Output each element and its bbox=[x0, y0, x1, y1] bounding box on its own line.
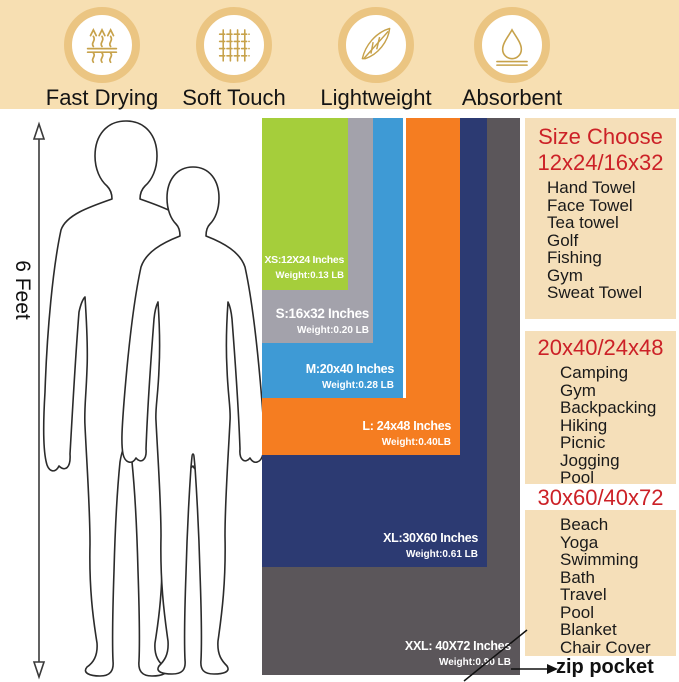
use-item: Bath bbox=[560, 567, 595, 587]
size-guide-card-medium: 20x40/24x48 Camping Gym Backpacking Hiki… bbox=[525, 331, 676, 487]
feature-soft-touch: Soft Touch bbox=[159, 7, 309, 111]
towel-label: L: 24x48 Inches Weight:0.40LB bbox=[362, 419, 451, 448]
use-list: Beach Yoga Swimming Bath Travel Pool Bla… bbox=[525, 516, 676, 656]
feature-banner: Fast Drying Soft Touch bbox=[0, 0, 679, 111]
use-item: Hand Towel bbox=[547, 178, 636, 197]
female-figure-outline bbox=[121, 166, 265, 675]
weave-icon bbox=[218, 29, 250, 62]
towel-xs: XS:12X24 Inches Weight:0.13 LB bbox=[262, 118, 348, 290]
towel-label: XL:30X60 Inches Weight:0.61 LB bbox=[383, 531, 478, 560]
size-group-heading: 20x40/24x48 bbox=[537, 335, 664, 360]
feature-badge bbox=[64, 7, 140, 83]
use-item: Travel bbox=[560, 585, 607, 604]
use-item: Blanket bbox=[560, 620, 617, 639]
towel-label: XXL: 40X72 Inches Weight:0.90 LB bbox=[404, 639, 511, 668]
feature-label: Soft Touch bbox=[182, 85, 286, 110]
height-arrow bbox=[32, 121, 46, 680]
use-item: Picnic bbox=[560, 433, 606, 452]
feature-badge bbox=[338, 7, 414, 83]
size-guide-card-large: Beach Yoga Swimming Bath Travel Pool Bla… bbox=[525, 510, 676, 656]
feature-badge bbox=[474, 7, 550, 83]
use-list: Camping Gym Backpacking Hiking Picnic Jo… bbox=[525, 364, 676, 487]
use-item: Gym bbox=[547, 265, 583, 285]
use-item: Sweat Towel bbox=[547, 283, 643, 302]
steam-icon bbox=[86, 27, 118, 64]
use-item: Golf bbox=[547, 230, 579, 250]
feature-label: Absorbent bbox=[461, 85, 563, 110]
use-item: Yoga bbox=[560, 532, 599, 552]
feature-fast-drying: Fast Drying bbox=[27, 7, 177, 111]
size-guide-card-small: Size Choose 12x24/16x32 Hand Towel Face … bbox=[525, 118, 676, 319]
height-scale-label: 6 Feet bbox=[11, 260, 34, 320]
use-item: Camping bbox=[560, 363, 629, 382]
use-item: Pool bbox=[560, 602, 595, 622]
zip-pocket-label: zip pocket bbox=[556, 656, 654, 678]
use-item: Tea towel bbox=[547, 213, 619, 232]
feature-badge bbox=[196, 7, 272, 83]
use-item: Backpacking bbox=[560, 398, 657, 417]
use-item: Chair Cover bbox=[560, 637, 651, 657]
use-item: Beach bbox=[560, 515, 609, 534]
use-item: Fishing bbox=[547, 248, 602, 267]
size-group-heading: 30x60/40x72 bbox=[537, 485, 664, 510]
size-group-heading: 12x24/16x32 bbox=[537, 150, 664, 175]
towel-label: M:20x40 Inches Weight:0.28 LB bbox=[305, 362, 395, 391]
towel-label: XS:12X24 Inches Weight:0.13 LB bbox=[264, 254, 344, 281]
size-guide-title: Size Choose bbox=[538, 124, 663, 149]
feature-absorbent: Absorbent bbox=[437, 7, 587, 111]
use-item: Pool bbox=[560, 468, 595, 487]
use-list: Hand Towel Face Towel Tea towel Golf Fis… bbox=[525, 179, 676, 302]
male-figure-outline bbox=[42, 120, 210, 677]
towel-label: S:16x32 Inches Weight:0.20 LB bbox=[275, 306, 370, 336]
feature-label: Lightweight bbox=[320, 85, 432, 110]
feather-icon bbox=[361, 27, 391, 60]
feature-label: Fast Drying bbox=[45, 85, 159, 110]
use-item: Hiking bbox=[560, 415, 608, 435]
feature-lightweight: Lightweight bbox=[301, 7, 451, 111]
use-item: Swimming bbox=[560, 550, 639, 569]
use-item: Face Towel bbox=[547, 195, 633, 215]
use-item: Gym bbox=[560, 380, 596, 400]
droplet-icon bbox=[496, 28, 528, 66]
use-item: Jogging bbox=[560, 450, 620, 470]
